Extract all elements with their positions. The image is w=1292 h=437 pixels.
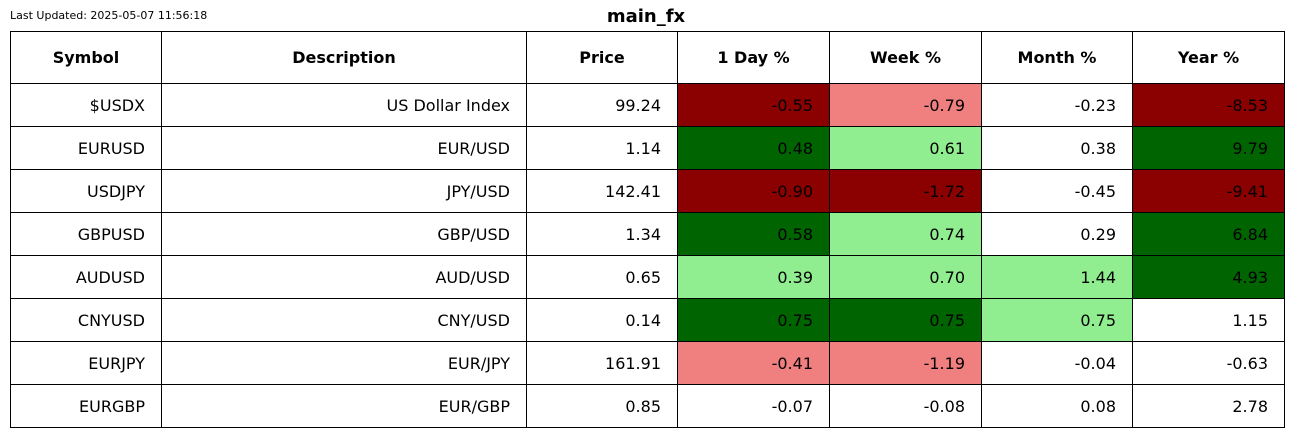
- cell-price: 1.14: [526, 126, 678, 170]
- cell-year-pct: -0.63: [1132, 341, 1285, 385]
- cell-symbol: CNYUSD: [10, 298, 162, 342]
- cell-description: EUR/USD: [161, 126, 527, 170]
- column-header-description: Description: [161, 31, 527, 84]
- cell-year-pct: 1.15: [1132, 298, 1285, 342]
- cell-day-pct: -0.07: [677, 384, 830, 428]
- table-row: CNYUSD CNY/USD 0.14 0.75 0.75 0.75 1.15: [10, 298, 1285, 342]
- table-row: USDJPY JPY/USD 142.41 -0.90 -1.72 -0.45 -9.41: [10, 169, 1285, 213]
- cell-week-pct: -1.19: [829, 341, 982, 385]
- cell-day-pct: 0.39: [677, 255, 830, 299]
- cell-price: 1.34: [526, 212, 678, 256]
- cell-price: 0.14: [526, 298, 678, 342]
- cell-month-pct: -0.23: [981, 83, 1133, 127]
- table-row: GBPUSD GBP/USD 1.34 0.58 0.74 0.29 6.84: [10, 212, 1285, 256]
- cell-day-pct: 0.58: [677, 212, 830, 256]
- cell-month-pct: 0.29: [981, 212, 1133, 256]
- cell-symbol: USDJPY: [10, 169, 162, 213]
- cell-month-pct: 0.08: [981, 384, 1133, 428]
- cell-month-pct: -0.04: [981, 341, 1133, 385]
- table-row: EURGBP EUR/GBP 0.85 -0.07 -0.08 0.08 2.78: [10, 384, 1285, 428]
- cell-year-pct: 2.78: [1132, 384, 1285, 428]
- cell-month-pct: 0.38: [981, 126, 1133, 170]
- cell-description: JPY/USD: [161, 169, 527, 213]
- cell-price: 161.91: [526, 341, 678, 385]
- column-header-month-pct: Month %: [981, 31, 1133, 84]
- cell-description: EUR/GBP: [161, 384, 527, 428]
- cell-day-pct: -0.55: [677, 83, 830, 127]
- cell-price: 0.65: [526, 255, 678, 299]
- cell-week-pct: 0.61: [829, 126, 982, 170]
- cell-year-pct: -9.41: [1132, 169, 1285, 213]
- cell-price: 0.85: [526, 384, 678, 428]
- cell-year-pct: -8.53: [1132, 83, 1285, 127]
- cell-symbol: AUDUSD: [10, 255, 162, 299]
- cell-description: CNY/USD: [161, 298, 527, 342]
- cell-description: US Dollar Index: [161, 83, 527, 127]
- last-updated-label: Last Updated: 2025-05-07 11:56:18: [10, 9, 208, 22]
- table-body: $USDX US Dollar Index 99.24 -0.55 -0.79 -0.23…: [10, 83, 1285, 428]
- cell-description: GBP/USD: [161, 212, 527, 256]
- cell-month-pct: -0.45: [981, 169, 1133, 213]
- cell-day-pct: 0.75: [677, 298, 830, 342]
- table-row: EURUSD EUR/USD 1.14 0.48 0.61 0.38 9.79: [10, 126, 1285, 170]
- cell-week-pct: 0.75: [829, 298, 982, 342]
- table-row: AUDUSD AUD/USD 0.65 0.39 0.70 1.44 4.93: [10, 255, 1285, 299]
- cell-week-pct: -0.79: [829, 83, 982, 127]
- header-row: Symbol Description Price 1 Day % Week % Month…: [10, 31, 1285, 84]
- cell-year-pct: 9.79: [1132, 126, 1285, 170]
- column-header-price: Price: [526, 31, 678, 84]
- cell-description: AUD/USD: [161, 255, 527, 299]
- table-row: $USDX US Dollar Index 99.24 -0.55 -0.79 -0.23…: [10, 83, 1285, 127]
- cell-day-pct: -0.41: [677, 341, 830, 385]
- cell-week-pct: -1.72: [829, 169, 982, 213]
- column-header-year-pct: Year %: [1132, 31, 1285, 84]
- cell-day-pct: -0.90: [677, 169, 830, 213]
- cell-symbol: $USDX: [10, 83, 162, 127]
- cell-week-pct: 0.74: [829, 212, 982, 256]
- table-title: main_fx: [606, 6, 686, 27]
- column-header-symbol: Symbol: [10, 31, 162, 84]
- fx-table: Symbol Description Price 1 Day % Week % Month…: [10, 31, 1285, 428]
- cell-price: 142.41: [526, 169, 678, 213]
- cell-month-pct: 0.75: [981, 298, 1133, 342]
- cell-day-pct: 0.48: [677, 126, 830, 170]
- cell-description: EUR/JPY: [161, 341, 527, 385]
- cell-symbol: GBPUSD: [10, 212, 162, 256]
- column-header-day-pct: 1 Day %: [677, 31, 830, 84]
- cell-symbol: EURJPY: [10, 341, 162, 385]
- cell-symbol: EURUSD: [10, 126, 162, 170]
- cell-price: 99.24: [526, 83, 678, 127]
- cell-year-pct: 6.84: [1132, 212, 1285, 256]
- cell-week-pct: -0.08: [829, 384, 982, 428]
- cell-year-pct: 4.93: [1132, 255, 1285, 299]
- cell-week-pct: 0.70: [829, 255, 982, 299]
- cell-symbol: EURGBP: [10, 384, 162, 428]
- column-header-week-pct: Week %: [829, 31, 982, 84]
- table-row: EURJPY EUR/JPY 161.91 -0.41 -1.19 -0.04 -0.63: [10, 341, 1285, 385]
- cell-month-pct: 1.44: [981, 255, 1133, 299]
